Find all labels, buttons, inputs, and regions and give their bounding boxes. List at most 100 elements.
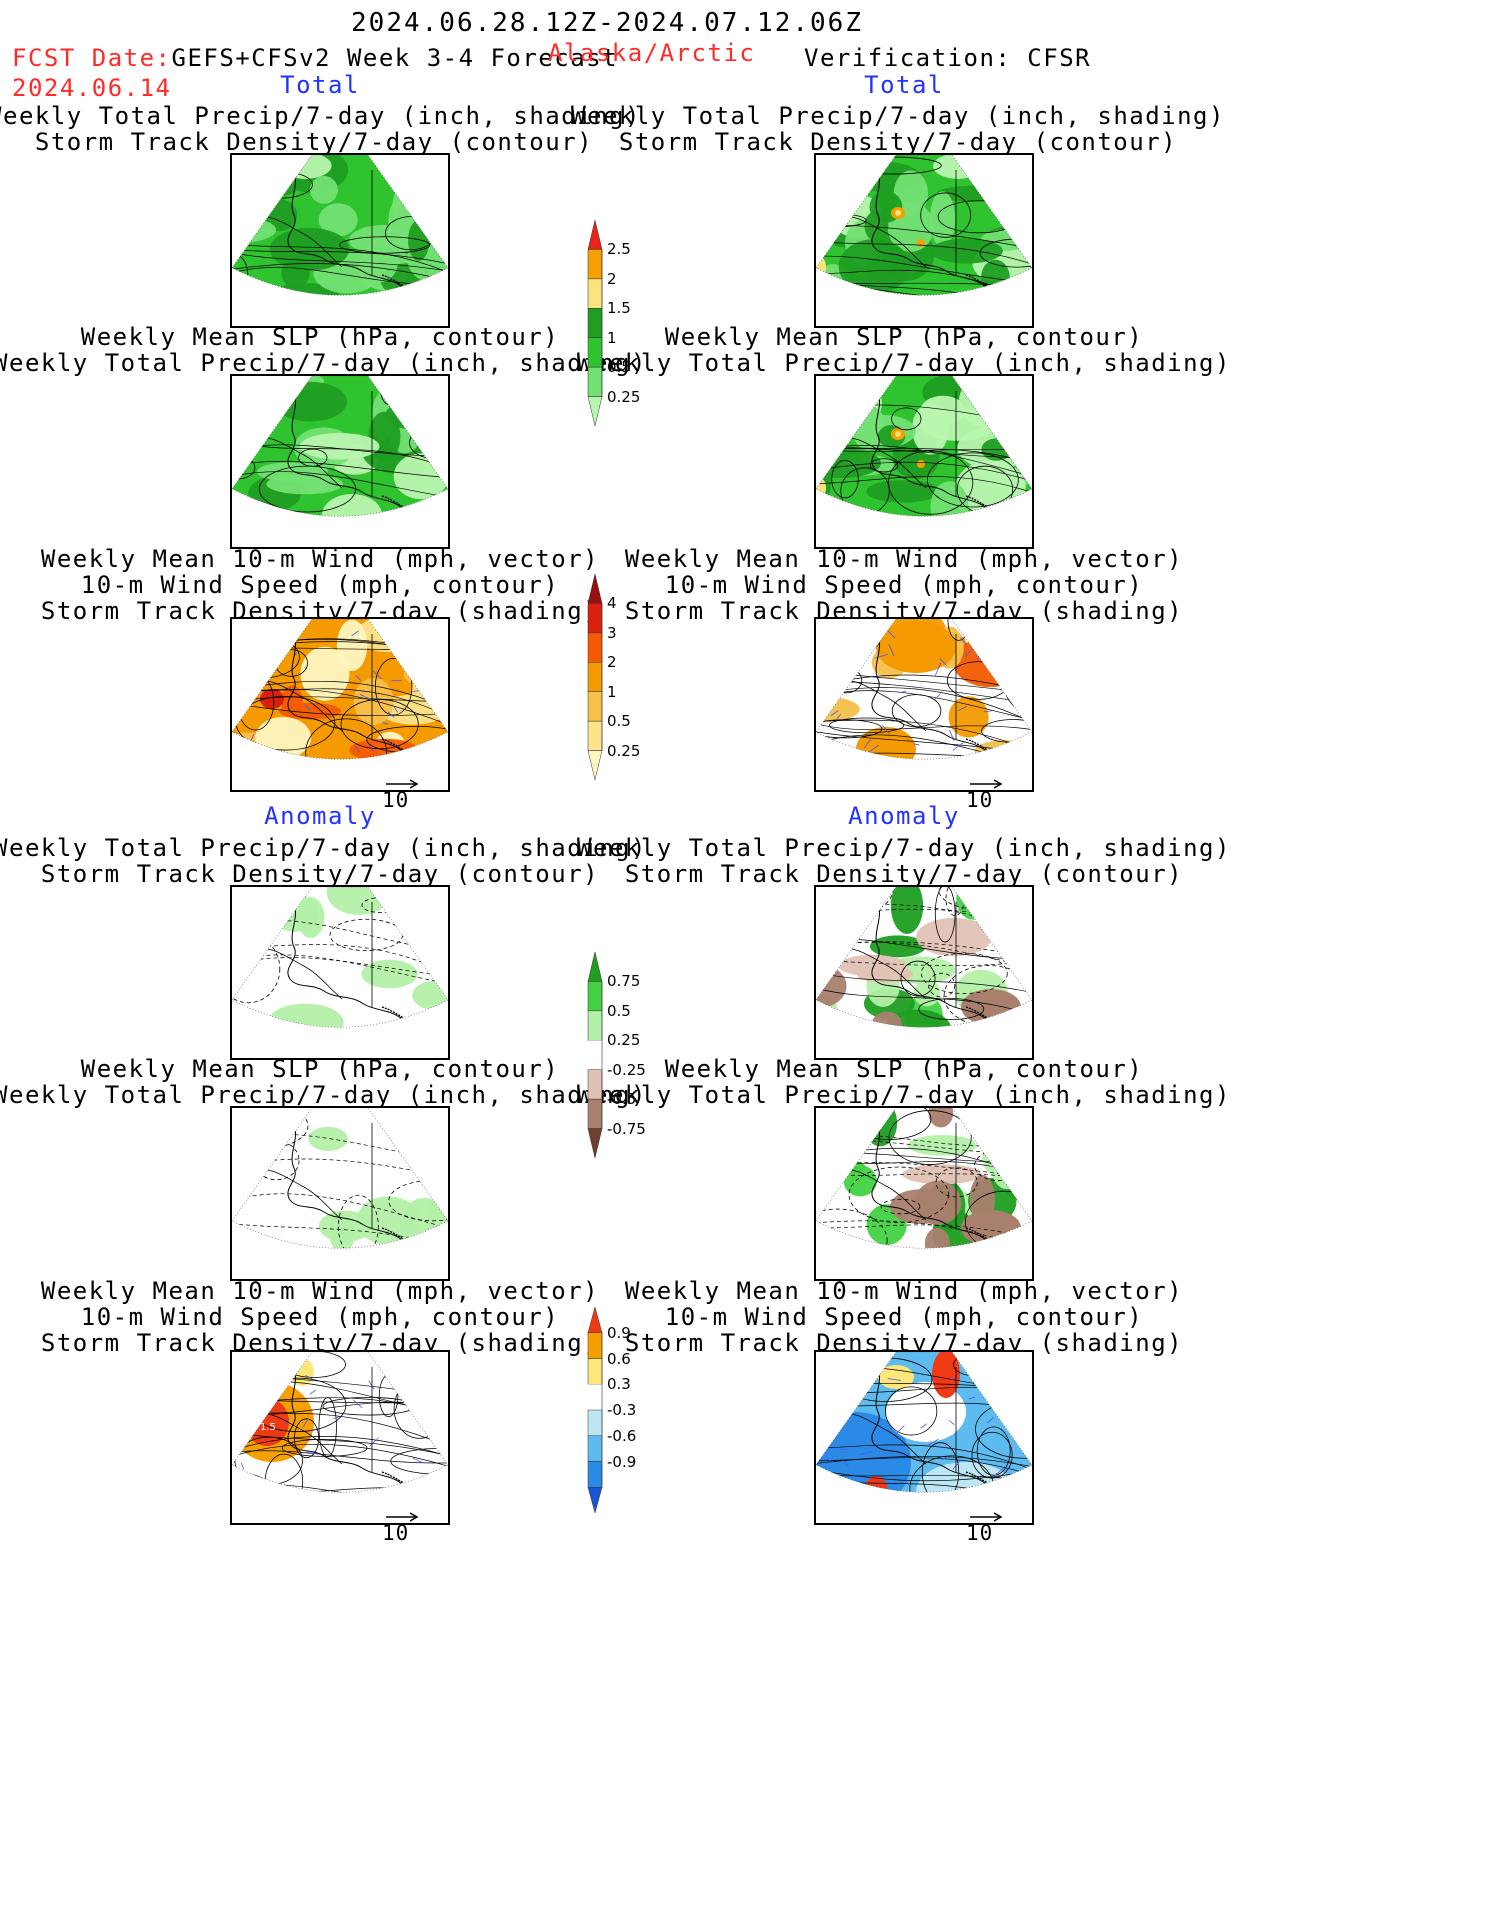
colorbar-swatch [587,750,603,781]
region-label: Alaska/Arctic [548,39,756,67]
colorbar-tick-label: -0.5 [607,1090,637,1109]
map-graphic [232,1108,448,1249]
colorbar-tick-label: 2.5 [607,240,631,259]
colorbar-tick-label: 2 [607,653,617,672]
colorbar-total-precip: 2.5 2 1.5 1 0.5 0.25 [585,218,675,454]
map-graphic [232,887,448,1028]
fcst-date-value: 2024.06.14 [12,74,172,102]
colorbar-tick-label: 0.25 [607,1031,641,1050]
colorbar-swatch [587,1332,603,1359]
colorbar-tick-label: 2 [607,269,617,288]
map-total-precip-storm-forecast [230,153,450,328]
map-graphic: 1.5 [232,1352,448,1493]
panel-title: Weekly Total Precip/7-day (inch, shading… [571,102,1225,156]
map-anom-slp-precip-verification [814,1106,1034,1281]
colorbar-tick-label: -0.6 [607,1426,637,1445]
colorbar-anom-storm: 0.9 0.6 0.3 -0.3 -0.6 -0.9 [585,1305,675,1541]
colorbar-swatch [587,1487,603,1514]
model-label: GEFS+CFSv2 Week 3-4 Forecast [171,44,619,72]
vector-reference: 10 [956,776,1016,816]
colorbar-swatches [587,573,603,781]
panel-title: Weekly Mean 10-m Wind (mph, vector) 10-m … [624,545,1184,625]
date-range-title: 2024.06.28.12Z-2024.07.12.06Z [351,8,863,38]
colorbar-swatches [587,951,603,1159]
colorbar-swatch [587,1435,603,1462]
map-graphic [816,619,1032,760]
colorbar-tick-label: 1 [607,328,617,347]
colorbar-swatch [587,278,603,309]
section-label-total-left: Total [280,71,360,99]
colorbar-tick-label: 0.25 [607,387,641,406]
colorbar-tick-label: -0.9 [607,1452,637,1471]
fcst-label: FCST Date: [12,44,172,72]
colorbar-tick-label: 3 [607,623,617,642]
map-graphic [232,376,448,517]
vector-arrow-icon [386,779,419,789]
colorbar-tick-label: 1 [607,682,617,701]
map-graphic [816,887,1032,1028]
colorbar-tick-label: -0.75 [607,1119,646,1138]
colorbar-swatch [587,1010,603,1041]
colorbar-tick-label: 0.5 [607,712,631,731]
map-graphic [232,155,448,296]
colorbar-swatch [587,951,603,982]
section-label-anomaly-left: Anomaly [264,802,376,830]
map-anom-precip-storm-verification [814,885,1034,1060]
panel-title: Weekly Mean 10-m Wind (mph, vector) 10-m … [40,1277,600,1357]
colorbar-swatch [587,308,603,338]
map-graphic [816,155,1032,296]
colorbar-tick-label: 0.5 [607,1001,631,1020]
map-total-slp-precip-forecast [230,374,450,549]
map-total-slp-precip-verification [814,374,1034,549]
colorbar-total-storm: 4 3 2 1 0.5 0.25 [585,572,675,808]
vector-arrow-icon [970,1512,1003,1522]
colorbar-tick-label: 0.3 [607,1375,631,1394]
vector-reference: 10 [372,776,432,816]
colorbar-swatch [587,1069,603,1100]
colorbar-tick-label: -0.3 [607,1401,637,1419]
section-label-total-right: Total [864,71,944,99]
colorbar-swatch [587,396,603,427]
colorbar-tick-label: 0.6 [607,1349,631,1368]
colorbar-swatch [587,1461,603,1488]
colorbar-swatch [587,603,603,634]
panel-title: Weekly Mean SLP (hPa, contour) Weekly Tot… [577,1055,1231,1109]
colorbar-swatch [588,1040,602,1070]
colorbar-tick-label: -0.25 [607,1060,646,1079]
map-graphic [816,1352,1032,1493]
panel-title: Weekly Total Precip/7-day (inch, shading… [0,834,647,888]
panel-title: Weekly Total Precip/7-day (inch, shading… [577,834,1231,888]
map-anom-wind-storm-verification [814,1350,1034,1525]
colorbar-swatch [587,720,603,751]
panel-label: 1.5 [260,1422,276,1433]
section-label-anomaly-right: Anomaly [848,802,960,830]
panel-title: Weekly Total Precip/7-day (inch, shading… [0,102,641,156]
vector-arrow-icon [386,1512,419,1522]
colorbar-swatch [587,981,603,1012]
verification-label: Verification: CFSR [804,44,1092,72]
colorbar-swatch [587,691,603,722]
colorbar-swatch [587,1409,603,1436]
map-anom-wind-storm-forecast: 1.5 [230,1350,450,1525]
map-anom-slp-precip-forecast [230,1106,450,1281]
colorbar-swatch [587,337,603,368]
colorbar-swatch [588,1384,602,1410]
panel-title: Weekly Mean 10-m Wind (mph, vector) 10-m … [624,1277,1184,1357]
colorbar-swatch [587,249,603,280]
colorbar-swatch [587,632,603,663]
colorbar-tick-label: 4 [607,594,617,613]
colorbar-swatch [587,1358,603,1385]
vector-reference-label: 10 [966,1521,994,1545]
colorbar-swatch [587,1128,603,1159]
colorbar-swatch [587,1306,603,1333]
panel-title: Weekly Mean SLP (hPa, contour) Weekly Tot… [0,1055,647,1109]
panel-title: Weekly Mean 10-m Wind (mph, vector) 10-m … [40,545,600,625]
map-total-wind-storm-forecast [230,617,450,792]
vector-arrow-icon [970,779,1003,789]
colorbar-tick-label: 0.9 [607,1323,631,1342]
colorbar-swatches [587,1306,603,1514]
map-total-precip-storm-verification [814,153,1034,328]
vector-reference-label: 10 [382,788,410,812]
vector-reference: 10 [956,1509,1016,1549]
colorbar-swatches [587,219,603,427]
